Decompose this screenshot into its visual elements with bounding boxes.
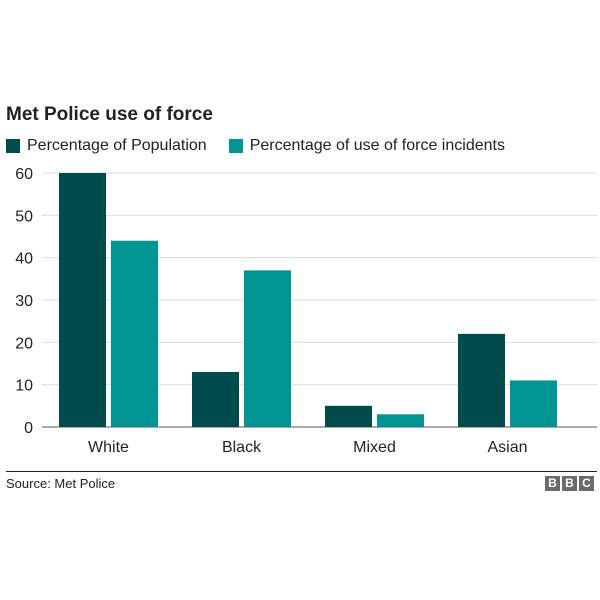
legend-label-population: Percentage of Population xyxy=(27,137,207,154)
y-tick-label: 20 xyxy=(15,335,33,352)
bar-mixed-population xyxy=(325,405,372,427)
x-tick-label: White xyxy=(88,439,129,456)
chart-title: Met Police use of force xyxy=(6,104,213,125)
legend-swatch-population xyxy=(6,139,20,153)
y-tick-label: 10 xyxy=(15,378,33,395)
bar-mixed-incidents xyxy=(377,414,424,427)
bbc-logo-letter: B xyxy=(562,476,577,491)
bbc-logo-letter: B xyxy=(545,476,560,491)
x-tick-label: Asian xyxy=(487,439,527,456)
bar-white-population xyxy=(59,173,106,427)
legend: Percentage of Population Percentage of u… xyxy=(6,137,527,155)
legend-swatch-incidents xyxy=(228,139,243,153)
legend-label-incidents: Percentage of use of force incidents xyxy=(249,137,505,154)
y-tick-label: 0 xyxy=(24,420,33,437)
y-tick-label: 30 xyxy=(15,293,33,310)
legend-item-incidents: Percentage of use of force incidents xyxy=(228,137,505,155)
footer-divider xyxy=(6,471,597,472)
x-tick-label: Mixed xyxy=(353,439,396,456)
bar-black-population xyxy=(192,371,239,427)
bar-black-incidents xyxy=(244,270,291,427)
bar-asian-population xyxy=(458,333,505,427)
y-tick-label: 60 xyxy=(15,166,33,183)
bbc-logo: B B C xyxy=(545,476,596,491)
bar-white-incidents xyxy=(111,240,158,427)
bbc-logo-letter: C xyxy=(579,476,594,491)
bar-asian-incidents xyxy=(510,380,557,427)
y-tick-label: 50 xyxy=(15,208,33,225)
x-tick-label: Black xyxy=(222,439,262,456)
y-tick-label: 40 xyxy=(15,251,33,268)
source-note: Source: Met Police xyxy=(6,476,116,491)
legend-item-population: Percentage of Population xyxy=(6,137,207,155)
